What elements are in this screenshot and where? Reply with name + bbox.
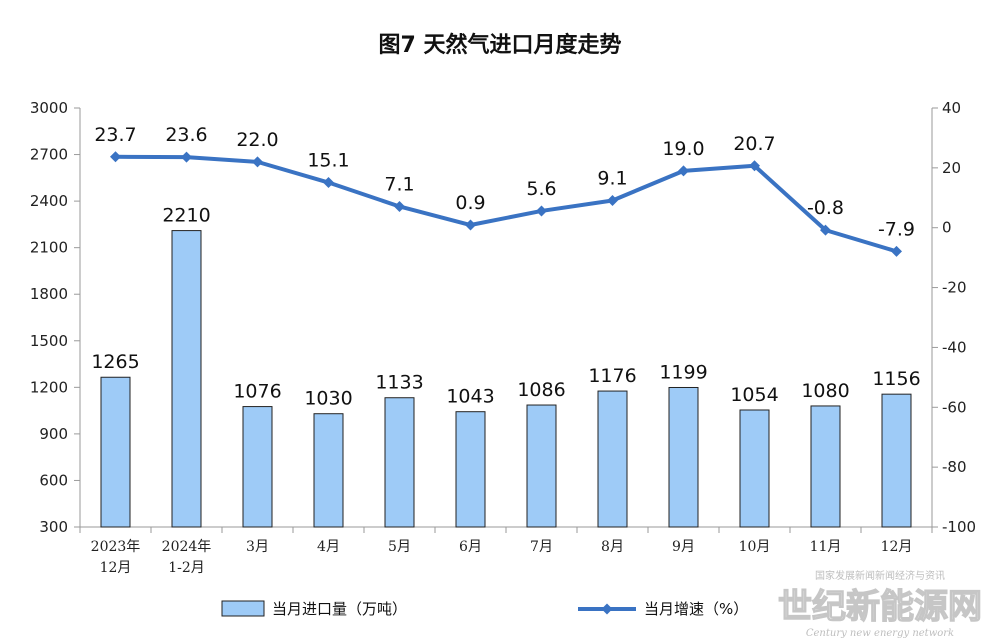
x-tick-label: 2023年 [91, 539, 141, 555]
growth-data-label: 9.1 [597, 167, 627, 189]
bar-data-label: 1086 [517, 379, 565, 401]
bar [100, 376, 131, 528]
watermark-logo: 世纪新能源网 [778, 587, 982, 627]
bar [668, 386, 699, 528]
y-right-tick-label: -60 [942, 398, 967, 416]
y-left-tick-label: 1200 [30, 378, 68, 396]
growth-point [891, 245, 902, 257]
growth-point [749, 160, 760, 172]
growth-point [465, 219, 476, 231]
x-tick-label: 5月 [388, 539, 411, 555]
y-left-tick-label: 2100 [30, 239, 68, 257]
growth-data-label: 20.7 [733, 133, 775, 155]
growth-point [536, 205, 547, 217]
bar [455, 411, 486, 528]
legend-bar-swatch [221, 600, 265, 617]
growth-data-label: -7.9 [878, 218, 915, 240]
x-tick-label: 7月 [530, 539, 553, 555]
x-tick-label: 2024年 [162, 539, 212, 555]
y-right-tick-label: -20 [942, 279, 967, 297]
watermark: 国家发展新闻新闻经济与资讯 世纪新能源网 Century new energy … [777, 569, 982, 639]
growth-point [252, 156, 263, 168]
growth-data-label: 23.7 [94, 124, 136, 146]
y-right-tick-label: -80 [942, 458, 967, 476]
x-tick-label: 8月 [601, 539, 624, 555]
bar-data-label: 1054 [730, 384, 778, 406]
y-left-tick-label: 900 [39, 425, 68, 443]
x-tick-label: 12月 [881, 539, 913, 555]
y-left-tick-label: 300 [39, 518, 68, 536]
bars: 1265 2210 1076 1030 1133 1043 1086 1176 1199 1054… [91, 205, 921, 528]
x-tick-label: 6月 [459, 539, 482, 555]
bar-data-label: 1030 [304, 388, 352, 410]
y-right-tick-label: 40 [942, 99, 961, 117]
y-left-tick-label: 1800 [30, 285, 68, 303]
x-tick-label: 1-2月 [168, 560, 205, 576]
bar-data-label: 1156 [872, 368, 920, 390]
bar [171, 230, 202, 528]
bar-data-label: 1176 [588, 365, 636, 387]
bar [242, 406, 273, 528]
growth-point [678, 165, 689, 177]
legend-line-marker [601, 603, 613, 615]
bar [384, 397, 415, 528]
y-left-tick-label: 1500 [30, 332, 68, 350]
axes: 300 600 900 1200 1500 1800 2100 2400 2700 3000 -10… [30, 99, 976, 576]
growth-point [110, 151, 121, 163]
growth-point [323, 177, 334, 189]
growth-data-label: -0.8 [807, 197, 844, 219]
growth-point [181, 151, 192, 163]
y-right-tick-label: 0 [942, 219, 952, 237]
bar-data-label: 1043 [446, 386, 494, 408]
growth-point [607, 194, 618, 206]
bar-data-label: 1080 [801, 380, 849, 402]
growth-data-label: 19.0 [662, 138, 704, 160]
x-tick-label: 11月 [810, 539, 842, 555]
growth-data-label: 15.1 [307, 150, 349, 172]
bar-data-label: 1199 [659, 361, 707, 383]
legend: 当月进口量（万吨） 当月增速（%） [221, 600, 748, 618]
x-tick-label: 12月 [100, 560, 132, 576]
y-right-tick-label: -40 [942, 338, 967, 356]
growth-data-label: 22.0 [236, 129, 278, 151]
x-tick-label: 4月 [317, 539, 340, 555]
x-tick-label: 10月 [739, 539, 771, 555]
growth-point [820, 224, 831, 236]
bar-data-label: 1076 [233, 381, 281, 403]
y-left-tick-label: 600 [39, 471, 68, 489]
y-right-tick-label: -100 [942, 518, 976, 536]
bar [810, 405, 841, 528]
y-left-tick-label: 2700 [30, 146, 68, 164]
bar [597, 390, 628, 528]
growth-line: 23.7 23.6 22.0 15.1 7.1 0.9 5.6 9.1 19.0 20.7 -0.8… [94, 124, 915, 257]
growth-line-path [115, 154, 898, 254]
bar [313, 413, 344, 528]
bar-data-label: 2210 [162, 205, 210, 227]
bar [739, 409, 770, 528]
bar-data-label: 1265 [91, 351, 139, 373]
y-left-tick-label: 3000 [30, 99, 68, 117]
y-left-tick-label: 2400 [30, 192, 68, 210]
watermark-sub: Century new energy network [806, 628, 954, 639]
chart-title: 图7 天然气进口月度走势 [379, 32, 622, 58]
bar-data-label: 1133 [375, 372, 423, 394]
x-tick-label: 9月 [672, 539, 695, 555]
bar [881, 393, 912, 528]
legend-bar-label: 当月进口量（万吨） [272, 600, 407, 618]
growth-data-label: 5.6 [526, 178, 556, 200]
growth-data-label: 23.6 [165, 124, 207, 146]
bar [526, 404, 557, 528]
x-tick-label: 3月 [246, 539, 269, 555]
watermark-small: 国家发展新闻新闻经济与资讯 [815, 569, 945, 582]
legend-line-label: 当月增速（%） [644, 600, 748, 618]
growth-point [394, 200, 405, 212]
y-right-tick-label: 20 [942, 159, 961, 177]
growth-data-label: 7.1 [384, 173, 414, 195]
growth-data-label: 0.9 [455, 192, 485, 214]
